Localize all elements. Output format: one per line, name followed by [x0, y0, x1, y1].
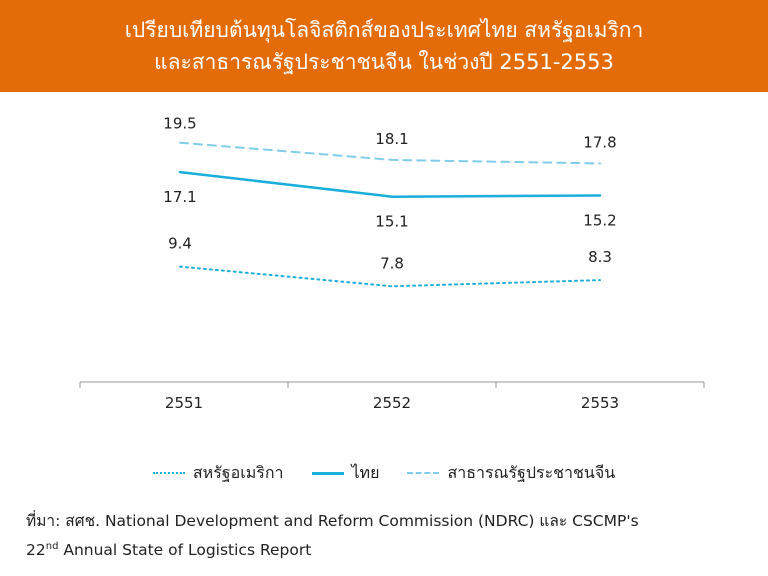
- series-line-dotted: [179, 265, 601, 288]
- legend-item-usa: สหรัฐอเมริกา: [152, 461, 284, 486]
- legend-label-usa: สหรัฐอเมริกา: [192, 462, 284, 482]
- source-report-name: Annual State of Logistics Report: [58, 541, 312, 560]
- data-labels: 9.4 7.8 8.3 17.1 15.1 15.2 19.5 18.1 17.8: [163, 115, 616, 273]
- x-axis: 2551 2552 2553: [79, 381, 705, 412]
- data-label-dashed-2552: 18.1: [375, 130, 408, 148]
- legend-swatch-solid: [311, 471, 344, 475]
- series-line-solid: [178, 170, 602, 198]
- data-label-solid-2553: 15.2: [583, 211, 616, 229]
- legend-label-thailand: ไทย: [351, 462, 380, 482]
- series-line-dashed: [179, 141, 601, 165]
- line-chart: 2551 2552 2553 9.4 7.8 8.3 17.1 15.1 15.2 19.5 18…: [79, 115, 705, 412]
- data-label-dotted-2553: 8.3: [588, 248, 612, 266]
- chart-title-line-1: เปรียบเทียบต้นทุนโลจิสติกส์ของประเทศไทย …: [124, 18, 644, 42]
- source-edition-suffix: nd: [45, 541, 59, 552]
- x-tick-label-2551: 2551: [165, 394, 203, 412]
- x-tick-label-2552: 2552: [373, 394, 411, 412]
- legend-item-thailand: ไทย: [311, 461, 380, 486]
- data-label-dotted-2552: 7.8: [380, 254, 404, 272]
- x-tick-label-2553: 2553: [581, 394, 619, 412]
- data-label-dashed-2551: 19.5: [163, 115, 196, 133]
- legend-swatch-dashed: [407, 472, 440, 474]
- source-line-1: ที่มา: สศช. National Development and Ref…: [26, 512, 639, 530]
- source-edition-number: 22: [26, 541, 46, 560]
- legend-label-china: สาธารณรัฐประชาชนจีน: [447, 462, 616, 482]
- source-line-2: 22nd Annual State of Logistics Report: [26, 534, 756, 563]
- legend: สหรัฐอเมริกา ไทย สาธารณรัฐประชาชนจีน: [0, 458, 768, 488]
- data-label-dotted-2551: 9.4: [168, 235, 192, 253]
- data-label-solid-2552: 15.1: [375, 213, 408, 231]
- legend-item-china: สาธารณรัฐประชาชนจีน: [407, 461, 615, 486]
- series-lines: [178, 141, 602, 288]
- data-label-solid-2551: 17.1: [163, 188, 196, 206]
- source-note: ที่มา: สศช. National Development and Ref…: [26, 508, 756, 563]
- data-label-dashed-2553: 17.8: [583, 134, 616, 152]
- legend-swatch-dotted: [152, 472, 185, 474]
- chart-title-line-2: และสาธารณรัฐประชาชนจีน ในช่วงปี 2551-255…: [154, 50, 614, 74]
- title-banner: เปรียบเทียบต้นทุนโลจิสติกส์ของประเทศไทย …: [0, 0, 768, 92]
